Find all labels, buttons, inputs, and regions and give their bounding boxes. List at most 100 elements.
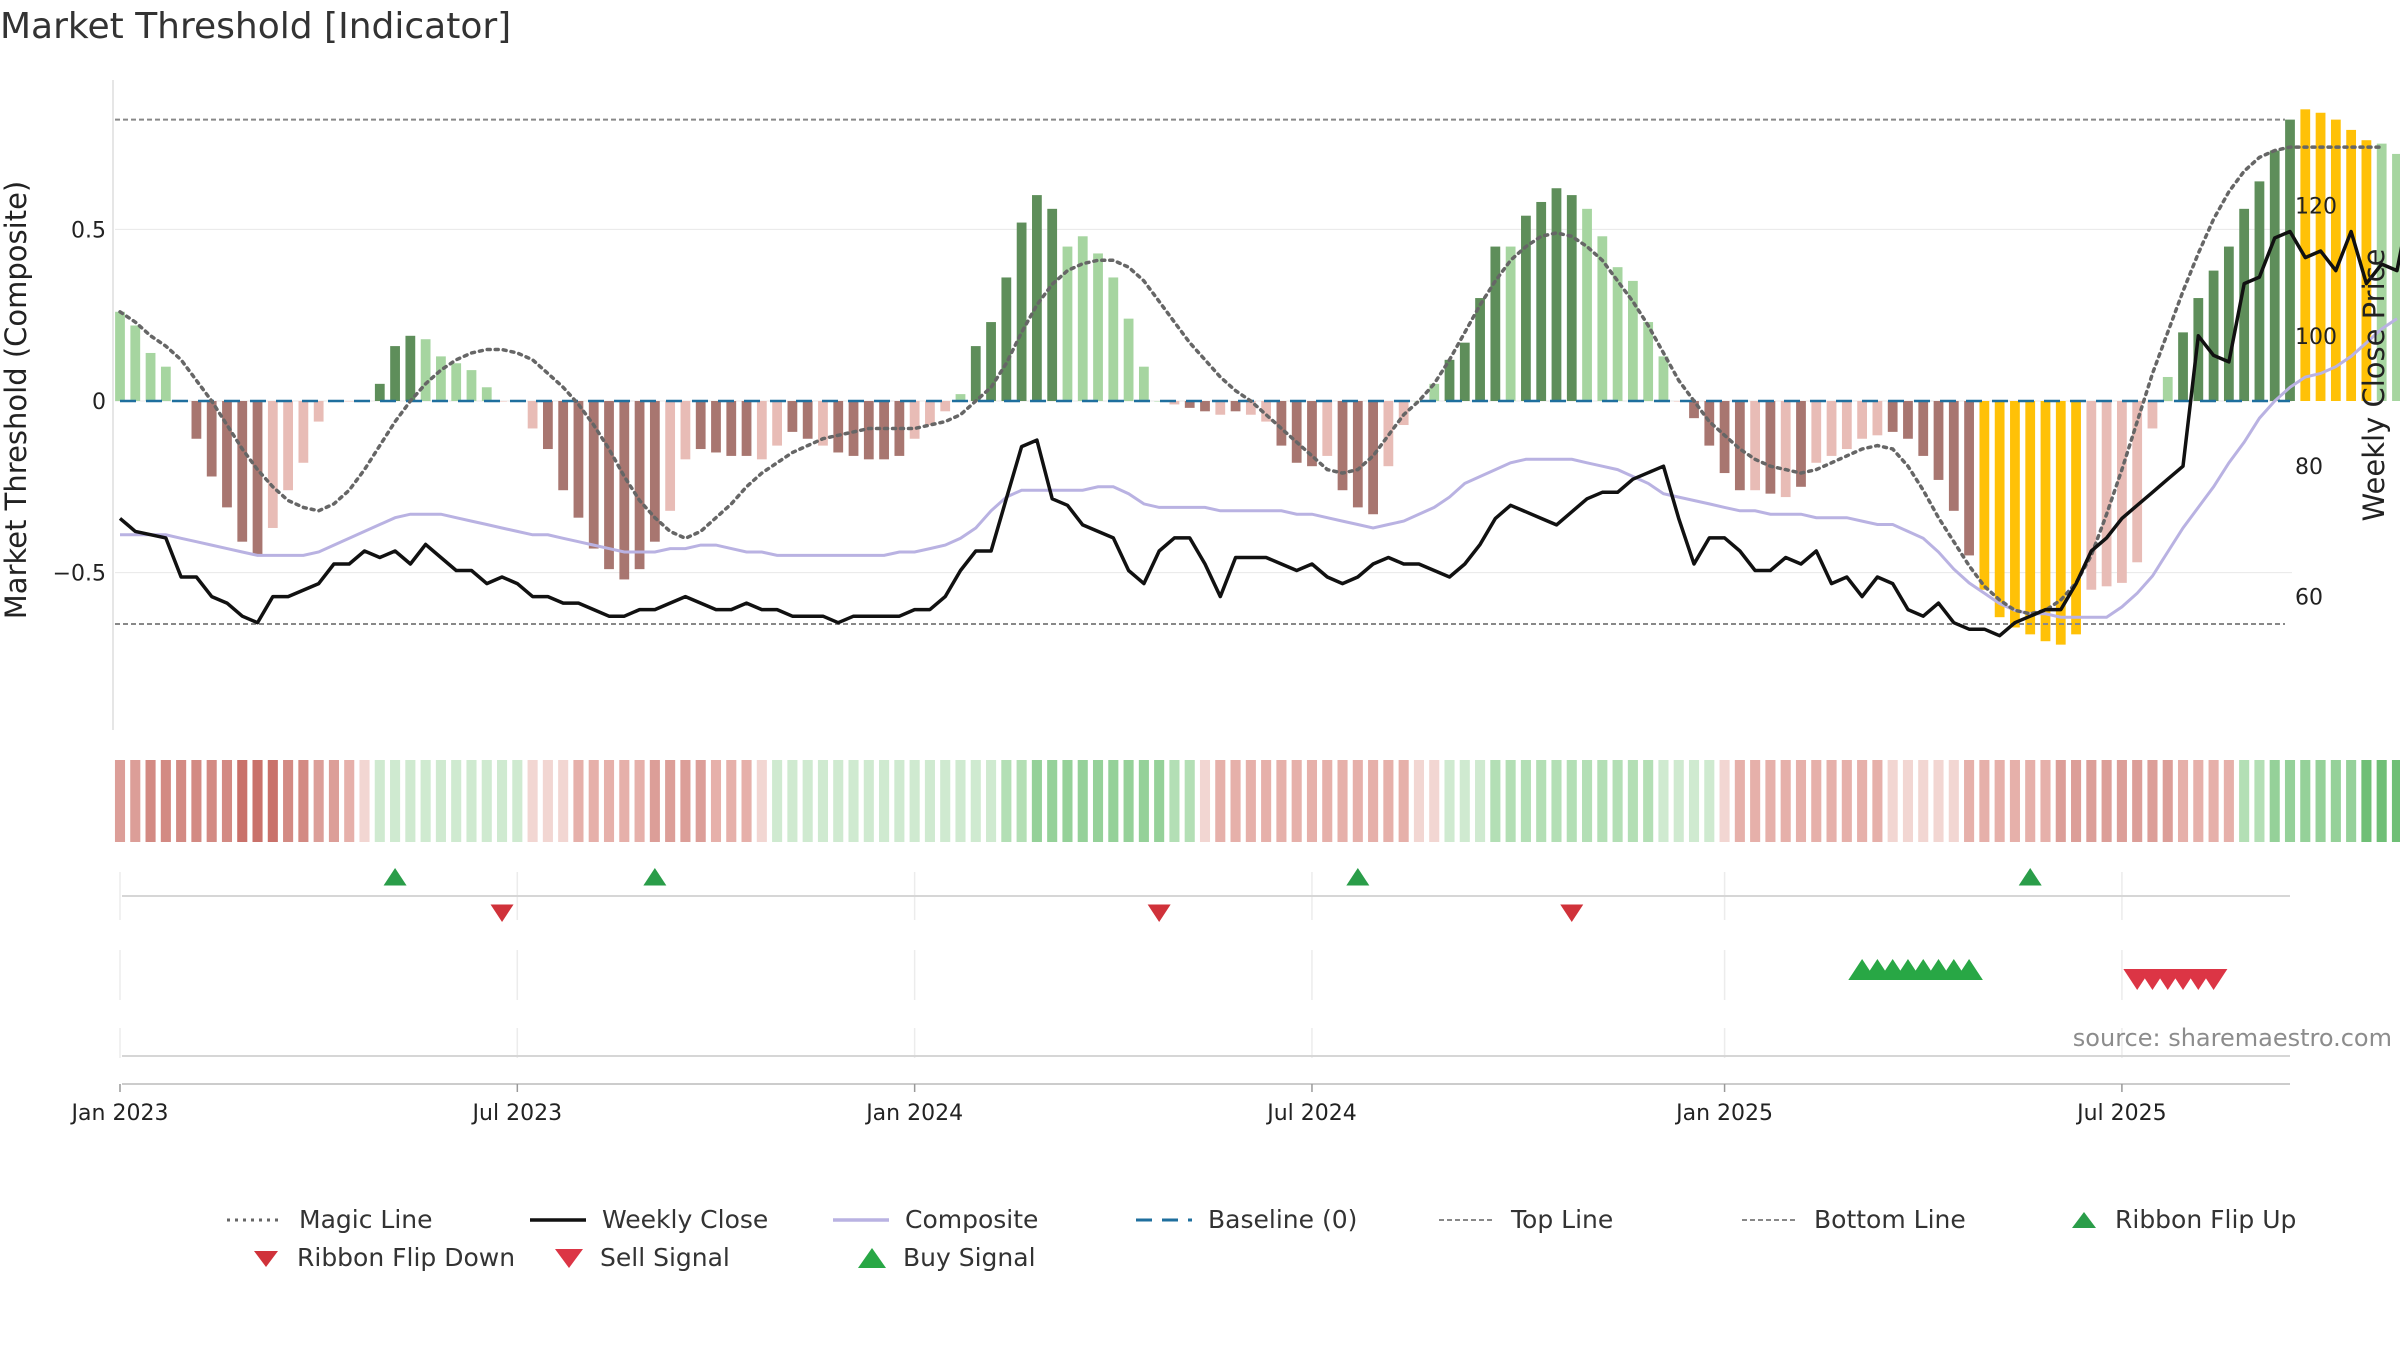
composite-bar bbox=[1597, 236, 1608, 401]
ribbon-cell bbox=[1215, 760, 1226, 842]
composite-bar bbox=[1138, 366, 1149, 401]
legend-item-sell-signal: Sell Signal bbox=[552, 1243, 730, 1272]
ribbon-cell bbox=[2346, 760, 2357, 842]
composite-bar bbox=[1566, 195, 1577, 401]
composite-bar bbox=[833, 401, 844, 453]
series-lines bbox=[115, 118, 2400, 638]
composite-bar bbox=[1582, 208, 1592, 401]
ribbon-cell bbox=[2071, 760, 2082, 842]
triangle-up-icon bbox=[858, 1247, 886, 1268]
composite-bar bbox=[542, 401, 553, 450]
y2-tick-label: 100 bbox=[2295, 325, 2337, 350]
ribbon-cell bbox=[374, 760, 385, 842]
ribbon-cell bbox=[1108, 760, 1119, 842]
composite-bar bbox=[604, 401, 614, 570]
ribbon-flip-up-marker bbox=[383, 868, 407, 886]
ribbon-cell bbox=[2208, 760, 2219, 842]
composite-bar bbox=[1918, 401, 1929, 456]
ribbon-cell bbox=[2269, 760, 2280, 842]
solid-line-icon bbox=[530, 1217, 586, 1222]
ribbon-cell bbox=[1047, 760, 1058, 842]
legend-item-weekly-close: Weekly Close bbox=[528, 1205, 768, 1234]
ribbon-cell bbox=[1750, 760, 1761, 842]
composite-bar bbox=[1093, 253, 1103, 401]
ribbon-cell bbox=[1123, 760, 1134, 842]
composite-bar bbox=[1734, 401, 1745, 491]
legend-item-buy-signal: Buy Signal bbox=[855, 1243, 1036, 1272]
ribbon-cell bbox=[1077, 760, 1088, 842]
ribbon-cell bbox=[2162, 760, 2173, 842]
ribbon-cell bbox=[1001, 760, 1012, 842]
ribbon-cell bbox=[772, 760, 783, 842]
ribbon-cell bbox=[1704, 760, 1715, 842]
composite-bar bbox=[1903, 401, 1913, 439]
ribbon-cell bbox=[420, 760, 431, 842]
y2-tick-label: 60 bbox=[2295, 586, 2323, 611]
composite-bar bbox=[2162, 376, 2173, 401]
ribbon-cell bbox=[2177, 760, 2189, 842]
ribbon-cell bbox=[1964, 760, 1975, 842]
composite-bar bbox=[1077, 236, 1088, 401]
y2-axis-label: Weekly Close Price bbox=[2357, 249, 2391, 522]
composite-bar bbox=[2117, 401, 2127, 583]
composite-bar bbox=[588, 401, 599, 549]
ribbon-cell bbox=[1138, 760, 1149, 842]
ribbon-cell bbox=[1627, 760, 1638, 842]
ribbon-cell bbox=[909, 760, 920, 842]
ribbon-cell bbox=[298, 760, 309, 842]
composite-bar bbox=[527, 401, 538, 429]
ribbon-cell bbox=[130, 760, 141, 842]
ribbon-cell bbox=[313, 760, 324, 842]
triangle-up-icon bbox=[2072, 1211, 2096, 1228]
x-tick-label: Jan 2025 bbox=[1674, 1101, 1773, 1126]
ribbon-cell bbox=[145, 760, 156, 842]
composite-bar bbox=[451, 363, 462, 401]
ribbon-strip bbox=[114, 760, 2400, 842]
composite-bar bbox=[2086, 401, 2097, 590]
composite-bar bbox=[1627, 280, 1638, 401]
ribbon-cell bbox=[451, 760, 462, 842]
ribbon-cell bbox=[573, 760, 584, 842]
composite-bar bbox=[252, 401, 263, 556]
ribbon-cell bbox=[1643, 760, 1654, 842]
ribbon-cell bbox=[1062, 760, 1073, 842]
composite-bar bbox=[1322, 401, 1333, 456]
composite-bar bbox=[1796, 401, 1806, 487]
ribbon-cell bbox=[283, 760, 294, 842]
composite-bar bbox=[2040, 401, 2051, 642]
x-tick-label: Jan 2024 bbox=[864, 1101, 963, 1126]
composite-bar bbox=[1414, 401, 1424, 402]
composite-bar bbox=[2178, 332, 2188, 401]
ribbon-cell bbox=[2116, 760, 2127, 842]
ribbon-cell bbox=[741, 760, 752, 842]
ribbon-cell bbox=[619, 760, 630, 842]
composite-bar bbox=[1184, 401, 1195, 408]
ribbon-cell bbox=[1581, 760, 1593, 842]
composite-bar bbox=[1108, 277, 1119, 401]
ribbon-cell bbox=[1184, 760, 1195, 842]
ribbon-cell bbox=[221, 760, 233, 842]
composite-bar bbox=[390, 346, 400, 401]
composite-bar bbox=[2101, 401, 2112, 587]
ribbon-cell bbox=[1765, 760, 1776, 842]
composite-bar bbox=[2376, 143, 2387, 401]
weekly-close-line bbox=[118, 229, 2400, 638]
composite-bar bbox=[925, 401, 935, 426]
composite-bar bbox=[634, 401, 645, 570]
ribbon-cell bbox=[680, 760, 691, 842]
ribbon-flip-up-marker bbox=[643, 868, 667, 886]
ribbon-cell bbox=[1031, 760, 1042, 842]
composite-bar bbox=[2346, 129, 2357, 401]
ribbon-cell bbox=[879, 760, 890, 842]
composite-bar bbox=[1933, 401, 1944, 480]
ribbon-cell bbox=[1199, 760, 1211, 842]
composite-bar bbox=[940, 401, 951, 412]
ribbon-cell bbox=[1475, 760, 1486, 842]
composite-bar bbox=[2147, 401, 2158, 429]
composite-bar bbox=[1964, 401, 1974, 556]
composite-bar bbox=[1245, 401, 1256, 415]
composite-bar bbox=[1200, 401, 1210, 412]
composite-bar bbox=[1215, 401, 1226, 415]
ribbon-cell bbox=[481, 760, 492, 842]
composite-bar bbox=[344, 401, 355, 402]
